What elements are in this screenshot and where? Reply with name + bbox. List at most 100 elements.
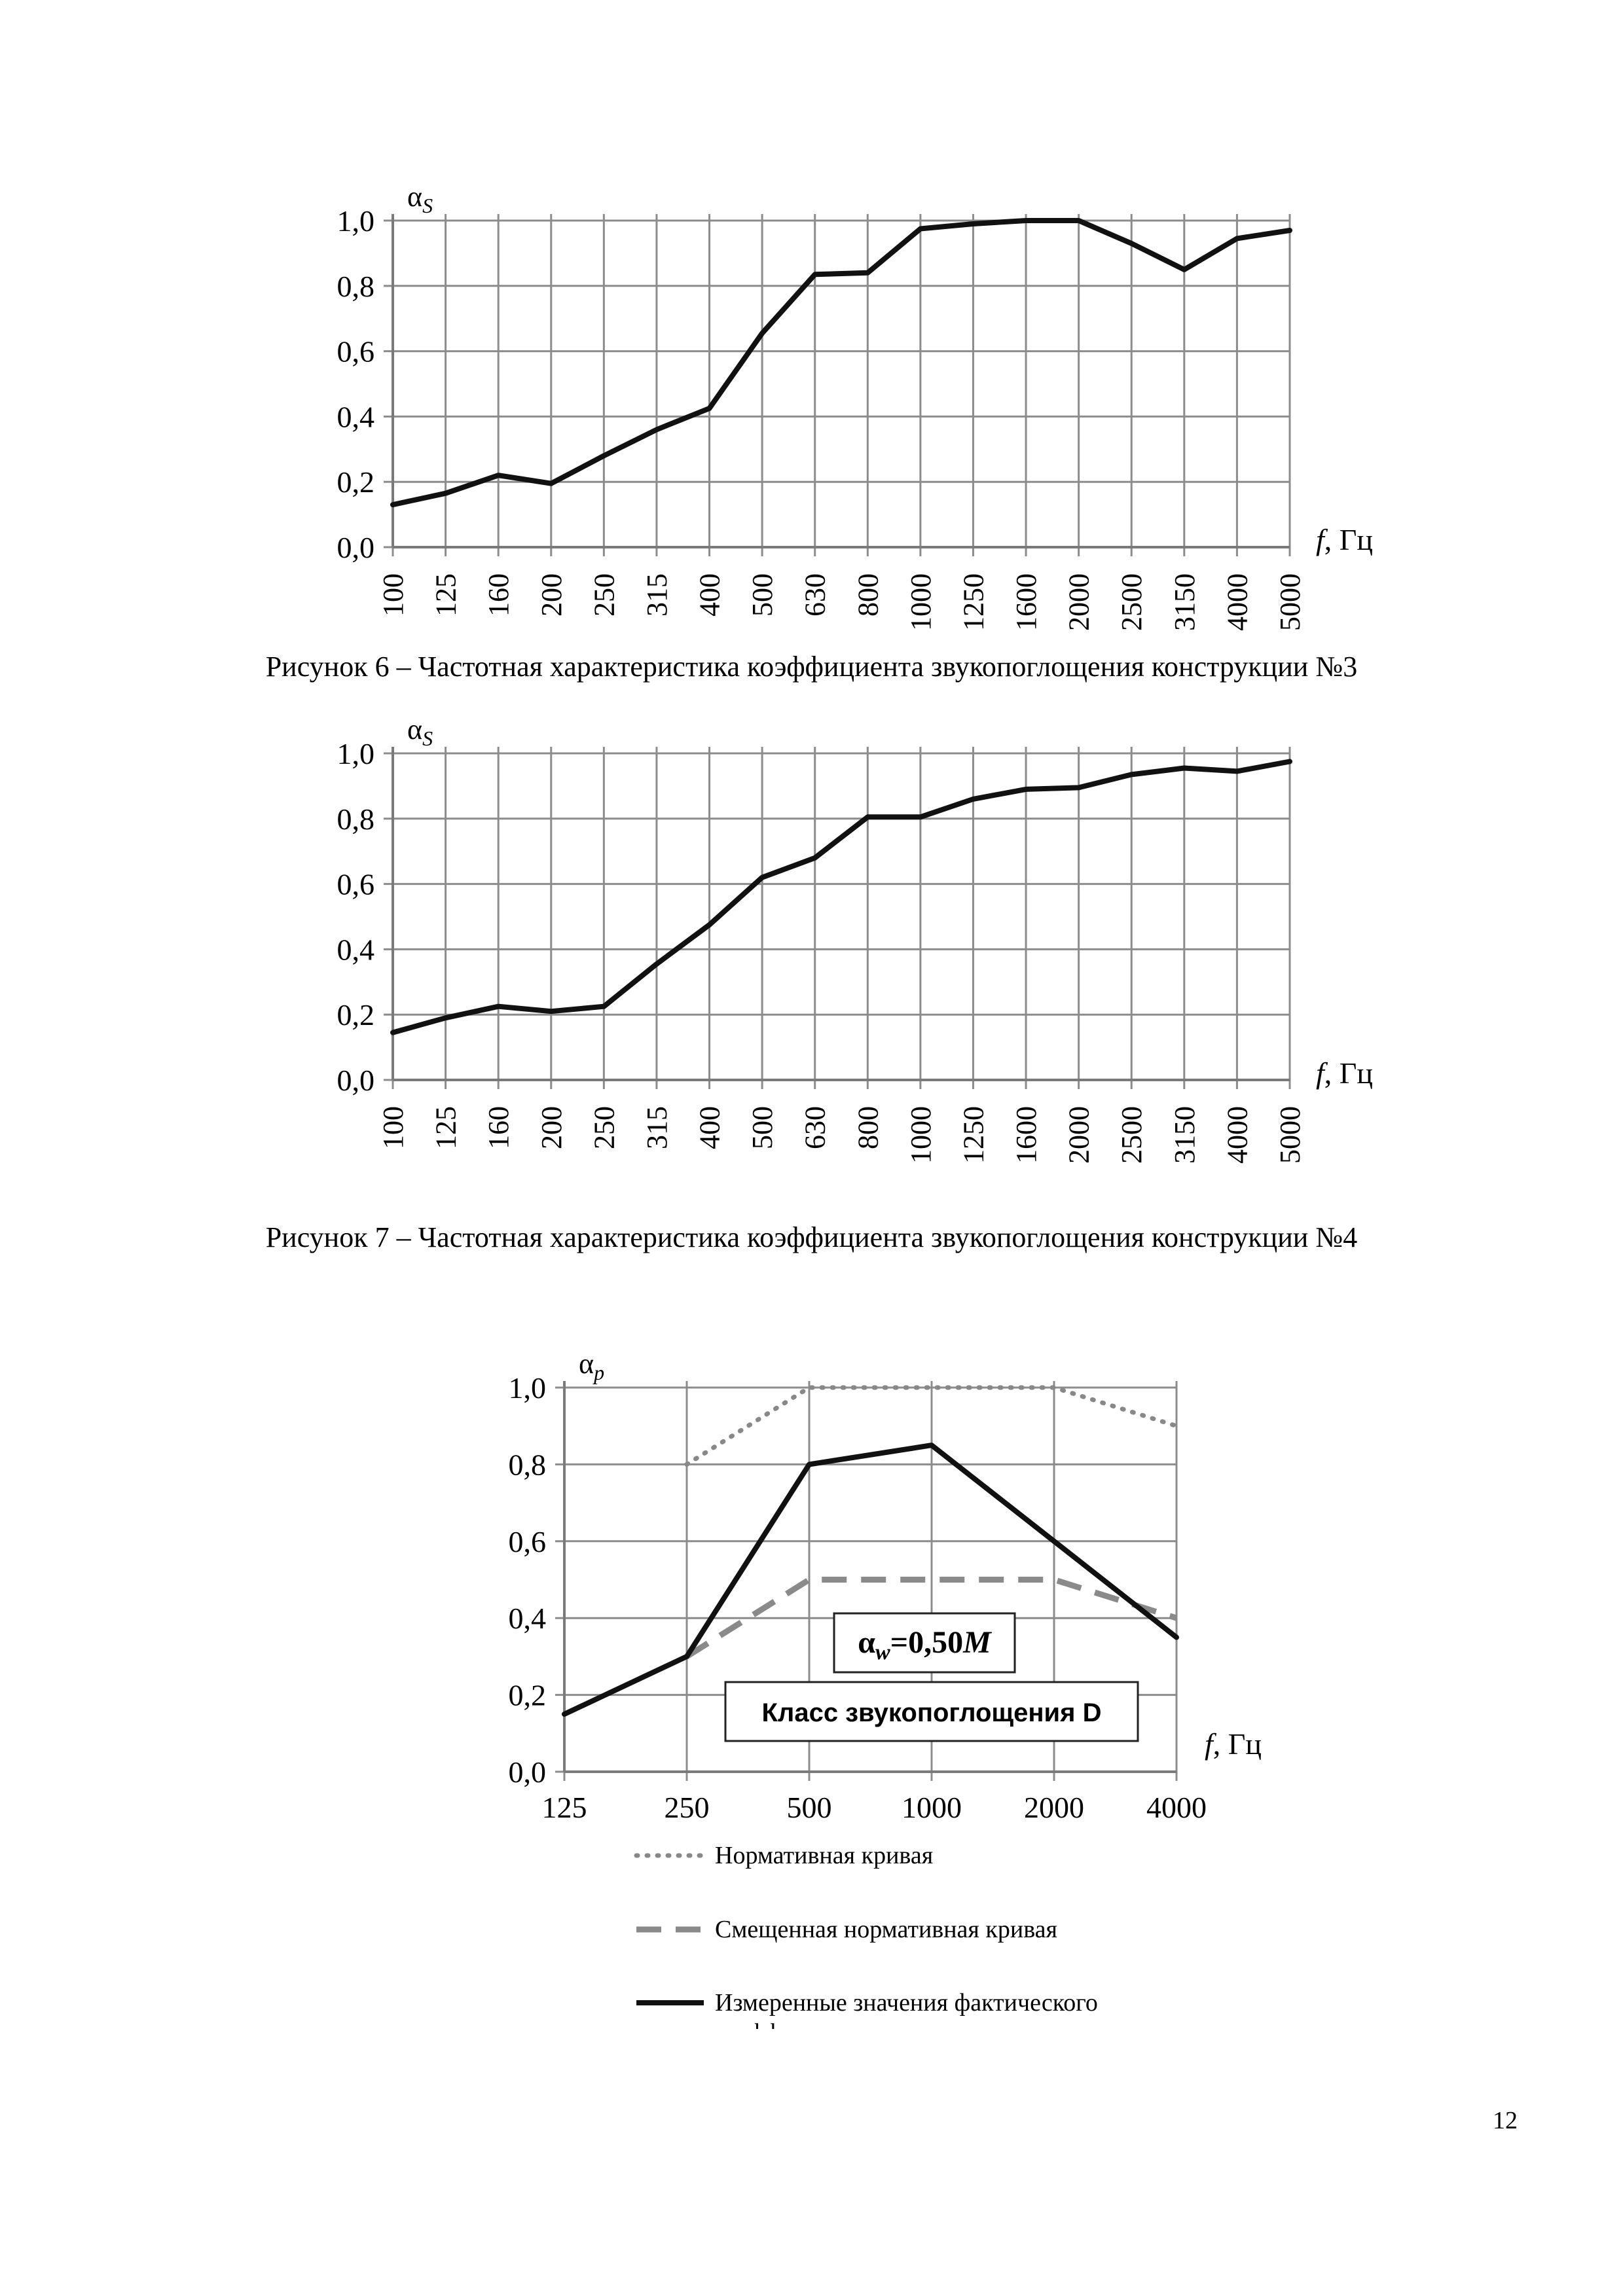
alpha-w-suffix: M: [962, 1625, 993, 1660]
y-tick-label: 0,2: [509, 1679, 547, 1712]
y-tick-label: 0,6: [509, 1525, 547, 1558]
x-tick-label: 1000: [905, 573, 937, 631]
x-tick-label: 2000: [1063, 1106, 1095, 1164]
x-tick-label: 500: [787, 1791, 832, 1824]
x-tick-label: 250: [588, 573, 620, 617]
series-line-0: [684, 1385, 1179, 1467]
chart-construction-3: 0,0 0,2 0,4 0,6 0,8 1,0 100 125 160 200 250 315 400 5…: [0, 0, 1623, 707]
x-tick-label: 250: [665, 1791, 710, 1824]
x-tick-label: 1000: [905, 1106, 937, 1164]
alpha-w-subscript: w: [875, 1640, 890, 1664]
x-tick-label: 125: [430, 573, 462, 617]
x-tick-label: 630: [799, 1106, 831, 1149]
x-tick-label: 3150: [1169, 1106, 1201, 1164]
x-tick-label: 1000: [902, 1791, 962, 1824]
absorption-class-label: Класс звукопоглощения D: [762, 1698, 1102, 1727]
x-tick-label: 4000: [1221, 573, 1253, 631]
x-tick-label: 1250: [957, 1106, 989, 1164]
x-tick-label: 4000: [1146, 1791, 1207, 1824]
alpha-w-symbol: α: [858, 1625, 875, 1660]
alpha-w-number: =0,50: [890, 1625, 963, 1660]
series-line-1: [685, 1577, 1178, 1659]
y-axis-label-base: α: [407, 713, 422, 745]
legend-label-2-line-1: Измеренные значения фактического: [715, 1989, 1098, 2017]
x-tick-label: 500: [746, 573, 778, 617]
x-axis-label-unit: , Гц: [1324, 1056, 1373, 1090]
x-axis-label-unit: , Гц: [1324, 523, 1373, 556]
x-tick-label: 315: [641, 573, 673, 617]
y-tick-label: 0,6: [337, 868, 375, 901]
x-tick-label: 200: [536, 573, 568, 617]
y-axis-label: αS: [407, 713, 433, 750]
y-tick-label: 0,6: [337, 335, 375, 368]
chart-1-svg: 0,0 0,2 0,4 0,6 0,8 1,0 100 125 160 200 250 315 400 5…: [337, 181, 1374, 631]
chart-construction-4: 0,0 0,2 0,4 0,6 0,8 1,0 100 125 160 200 250 315 400 5…: [0, 707, 1623, 1217]
x-axis-label: f, Гц: [1316, 1056, 1373, 1090]
x-tick-label: 400: [694, 1106, 726, 1149]
figure-6-caption: Рисунок 6 – Частотная характеристика коэ…: [265, 651, 1358, 683]
y-tick-label: 0,2: [337, 998, 375, 1031]
x-tick-label: 400: [694, 573, 726, 617]
y-tick-label: 0,4: [337, 933, 375, 966]
x-axis-label: f, Гц: [1316, 523, 1373, 556]
y-tick-label: 0,4: [337, 400, 375, 433]
x-tick-label: 3150: [1169, 573, 1201, 631]
x-tick-label: 315: [641, 1106, 673, 1149]
y-axis-label-sub: S: [422, 194, 433, 217]
x-axis-label-unit: , Гц: [1213, 1727, 1262, 1761]
y-axis-label: αp: [579, 1348, 604, 1384]
x-tick-label: 2500: [1116, 1106, 1148, 1164]
x-tick-label: 5000: [1274, 573, 1306, 631]
legend-label-1: Смещенная нормативная кривая: [715, 1916, 1057, 1943]
x-axis-label: f, Гц: [1205, 1727, 1262, 1761]
y-axis-label-base: α: [407, 181, 422, 213]
y-axis-label: αS: [407, 181, 433, 217]
x-tick-label: 100: [377, 1106, 409, 1149]
legend-label-0: Нормативная кривая: [715, 1842, 933, 1869]
x-tick-label: 2000: [1063, 573, 1095, 631]
y-axis-label-sub: p: [593, 1361, 604, 1384]
chart-3-svg: 0,0 0,2 0,4 0,6 0,8 1,0 125 250 500 1000 2000 4000 α…: [509, 1348, 1262, 2029]
alpha-w-value: αw=0,50M: [858, 1625, 993, 1664]
y-tick-label: 0,4: [509, 1602, 547, 1635]
y-tick-label: 0,8: [337, 802, 375, 836]
x-tick-label: 5000: [1274, 1106, 1306, 1164]
chart-weighted-absorption: 0,0 0,2 0,4 0,6 0,8 1,0 125 250 500 1000 2000 4000 α…: [0, 1309, 1623, 2029]
class-box: [724, 1681, 1139, 1742]
y-tick-label: 0,2: [337, 465, 375, 499]
y-tick-label: 0,8: [337, 270, 375, 303]
x-tick-label: 200: [536, 1106, 568, 1149]
y-tick-label: 0,0: [509, 1755, 547, 1789]
y-tick-label: 1,0: [337, 204, 375, 238]
series-line-2: [562, 1443, 1179, 1717]
y-tick-label: 0,0: [337, 531, 375, 564]
x-tick-label: 125: [430, 1106, 462, 1149]
x-tick-label: 1250: [957, 573, 989, 631]
y-tick-label: 1,0: [337, 737, 375, 770]
x-tick-label: 125: [542, 1791, 587, 1824]
figure-7-caption: Рисунок 7 – Частотная характеристика коэ…: [265, 1221, 1358, 1253]
x-tick-label: 2500: [1116, 573, 1148, 631]
x-tick-label: 500: [746, 1106, 778, 1149]
x-tick-label: 4000: [1221, 1106, 1253, 1164]
x-tick-label: 160: [483, 1106, 515, 1149]
x-tick-label: 630: [799, 573, 831, 617]
x-tick-label: 160: [483, 573, 515, 617]
x-tick-label: 1600: [1010, 1106, 1042, 1164]
x-tick-label: 800: [852, 573, 884, 617]
x-tick-label: 2000: [1024, 1791, 1084, 1824]
chart-3-legend: Нормативная кривая Смещенная нормативная …: [634, 1842, 1098, 2029]
y-tick-label: 0,8: [509, 1448, 547, 1481]
x-tick-label: 250: [588, 1106, 620, 1149]
x-tick-label: 800: [852, 1106, 884, 1149]
alpha-w-box: [833, 1612, 1016, 1674]
y-tick-label: 0,0: [337, 1064, 375, 1097]
x-tick-label: 1600: [1010, 573, 1042, 631]
series-line-0: [390, 759, 1292, 1035]
y-tick-label: 1,0: [509, 1371, 547, 1405]
chart-2-svg: 0,0 0,2 0,4 0,6 0,8 1,0 100 125 160 200 250 315 400 5…: [337, 713, 1374, 1164]
series-line-0: [390, 218, 1292, 508]
page-number: 12: [1493, 2107, 1518, 2134]
y-axis-label-sub: S: [422, 726, 433, 750]
y-axis-label-base: α: [579, 1348, 594, 1380]
